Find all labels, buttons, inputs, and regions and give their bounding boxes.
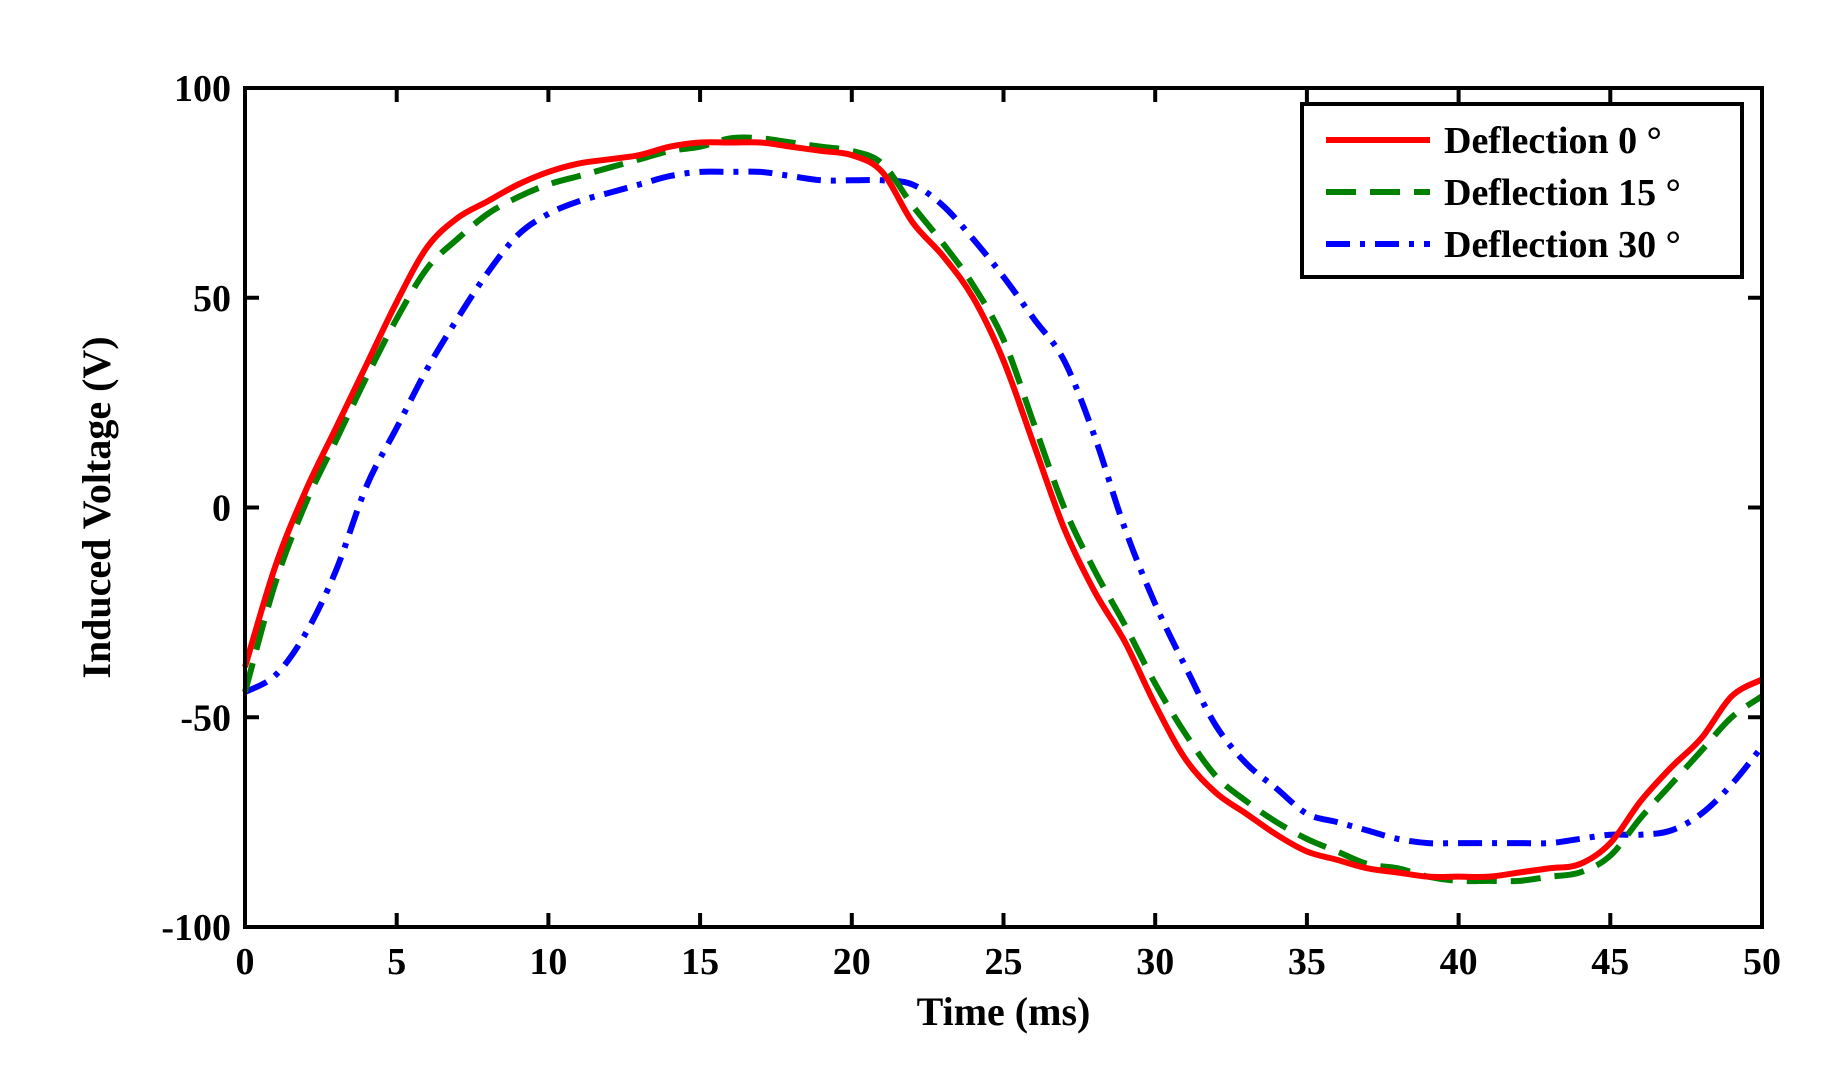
y-axis-label: Induced Voltage (V) <box>74 336 119 678</box>
x-tick-label: 35 <box>1288 941 1326 983</box>
x-tick-label: 45 <box>1591 941 1629 983</box>
x-tick-label: 20 <box>833 941 871 983</box>
axis-tick-labels: 0 5 10 15 20 25 30 35 40 45 50 -100 -50 0 50 100 <box>161 68 1781 983</box>
x-tick-label: 25 <box>985 941 1023 983</box>
x-tick-label: 40 <box>1440 941 1478 983</box>
series-line-0 <box>242 139 1764 880</box>
x-tick-label: 0 <box>236 941 255 983</box>
y-tick-label: -100 <box>161 907 231 949</box>
x-tick-label: 50 <box>1743 941 1781 983</box>
legend-items: Deflection 0 ° Deflection 15 ° Deflection … <box>1326 120 1681 266</box>
series-layer <box>242 134 1765 885</box>
legend-label-1: Deflection 15 ° <box>1444 172 1681 214</box>
y-tick-label: 0 <box>212 488 231 530</box>
series-line-1 <box>242 134 1764 885</box>
x-axis-label: Time (ms) <box>917 989 1091 1034</box>
y-tick-label: -50 <box>180 697 231 739</box>
x-tick-label: 30 <box>1136 941 1174 983</box>
legend-box <box>1300 102 1744 279</box>
series-line-2 <box>243 168 1765 847</box>
legend-label-2: Deflection 30 ° <box>1444 224 1681 266</box>
axis-ticks <box>243 86 1764 929</box>
y-tick-label: 50 <box>193 278 231 320</box>
legend: Deflection 0 ° Deflection 15 ° Deflection … <box>1300 102 1744 279</box>
x-tick-label: 15 <box>681 941 719 983</box>
y-tick-label: 100 <box>174 68 231 110</box>
x-tick-label: 10 <box>529 941 567 983</box>
legend-label-0: Deflection 0 ° <box>1444 120 1662 162</box>
x-tick-label: 5 <box>387 941 406 983</box>
